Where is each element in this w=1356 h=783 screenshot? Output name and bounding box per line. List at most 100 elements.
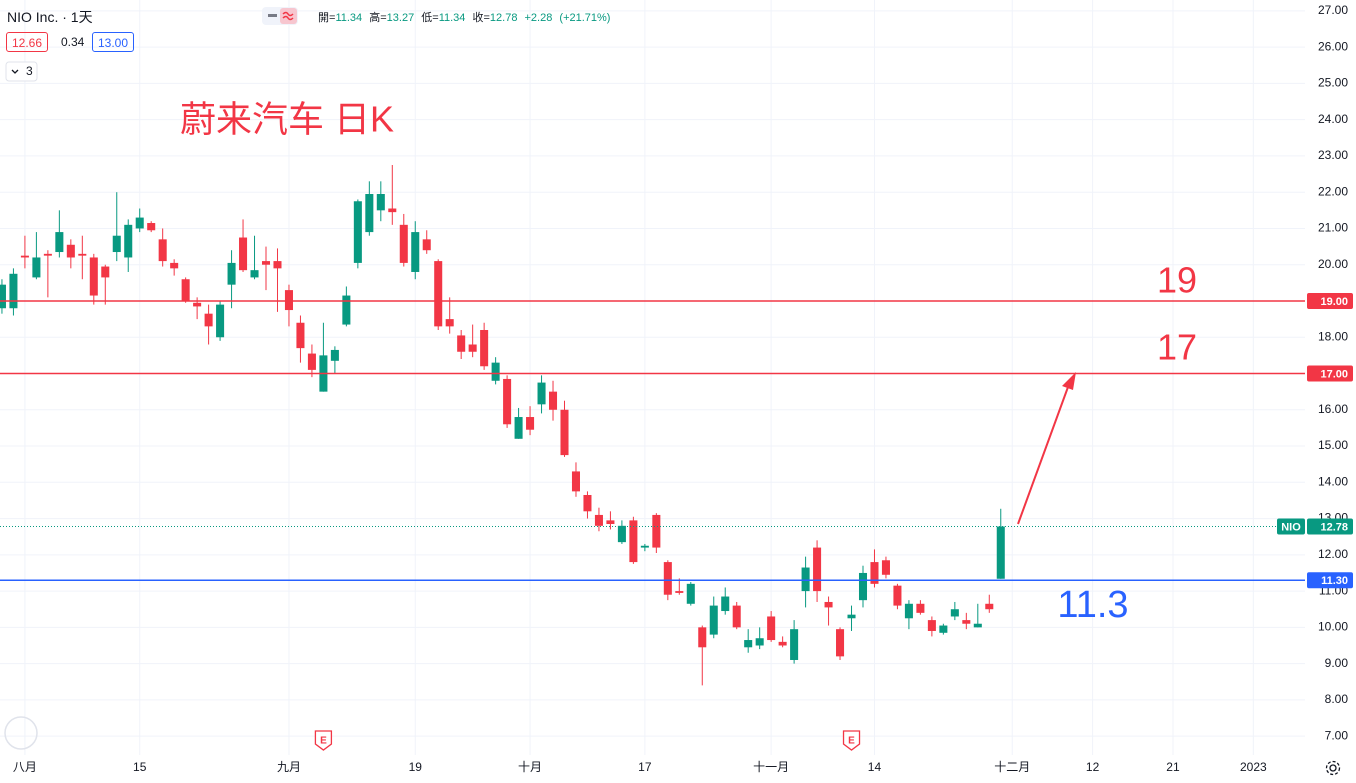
candle-body — [904, 603, 913, 619]
y-tick-label: 26.00 — [1318, 39, 1348, 53]
indicator-toggle[interactable]: 3 — [5, 61, 38, 82]
candle-body — [273, 261, 282, 269]
candle-body — [526, 417, 535, 430]
symbol-label: NIO — [1281, 521, 1301, 533]
level-axis-label: 11.30 — [1321, 575, 1348, 587]
candle-body — [836, 629, 845, 657]
event-marker — [842, 730, 861, 751]
y-tick-label: 25.00 — [1318, 76, 1348, 90]
candle-body — [365, 194, 374, 233]
candle-body — [686, 583, 695, 604]
candle-body — [594, 514, 603, 526]
level-annotation: 11.3 — [1057, 584, 1128, 626]
indicator-count[interactable]: 3 — [26, 64, 33, 78]
y-tick-label: 21.00 — [1318, 221, 1348, 235]
collapse-icon[interactable] — [268, 14, 277, 17]
candle-body — [514, 417, 523, 439]
candle-body — [996, 526, 1005, 579]
legend-value: 11.34 — [335, 12, 363, 24]
candle-body — [9, 273, 18, 309]
legend-value: 13.27 — [386, 12, 415, 24]
candle-body — [353, 201, 362, 263]
y-tick-label: 23.00 — [1318, 148, 1348, 162]
y-tick-label: 15.00 — [1318, 438, 1348, 452]
candle-body — [170, 262, 179, 269]
candle-body — [950, 609, 959, 617]
candle-body — [399, 224, 408, 263]
y-tick-label: 18.00 — [1318, 329, 1348, 343]
candle-body — [973, 623, 982, 628]
legend-change-pct: (+21.71%) — [559, 12, 611, 24]
last-price-box — [1307, 518, 1353, 535]
candle-body — [744, 640, 753, 648]
candle-body — [640, 545, 649, 548]
y-tick-label: 24.00 — [1318, 112, 1348, 126]
arrow-line — [1017, 386, 1069, 525]
candle-body — [893, 585, 902, 606]
chevron[interactable] — [11, 69, 19, 74]
candle-body — [147, 223, 156, 231]
x-tick-label: 2023 — [1240, 760, 1267, 774]
candle-body — [962, 620, 971, 624]
candle-body — [468, 344, 477, 352]
legend-label: 高= — [369, 12, 387, 24]
ohlc-legend: 開=11.34 高=13.27 低=11.34 收=12.78 +2.28 (+… — [318, 9, 614, 25]
x-tick-label: 17 — [638, 760, 652, 774]
chart-buttons[interactable] — [262, 7, 298, 25]
candle-body — [434, 261, 443, 327]
candle-body — [491, 362, 500, 381]
event-label: E — [320, 736, 327, 747]
candle-body — [571, 471, 580, 492]
candle-body — [457, 335, 466, 352]
level-axis-box — [1307, 365, 1353, 382]
x-tick-label: 21 — [1166, 760, 1180, 774]
candle-body — [732, 605, 741, 628]
x-tick-label: 15 — [133, 760, 147, 774]
candle-body — [847, 614, 856, 619]
compare-icon[interactable] — [282, 11, 294, 21]
candle-body — [698, 627, 707, 648]
candle-body — [709, 605, 718, 635]
candle-body — [330, 349, 339, 361]
candle-body — [181, 279, 190, 301]
candle-body — [124, 224, 133, 258]
bid-button[interactable]: 12.66 — [6, 32, 49, 52]
candle-body — [549, 391, 558, 410]
level-axis-label: 17.00 — [1320, 368, 1348, 380]
settings-icon[interactable] — [1325, 760, 1341, 776]
candle-body — [985, 603, 994, 610]
legend-value: 12.78 — [489, 12, 518, 24]
level-axis-box — [1307, 572, 1353, 589]
ask-button[interactable]: 13.00 — [92, 32, 135, 52]
candle-body — [824, 601, 833, 608]
candle-body — [193, 302, 202, 307]
chart-annotation: 蔚来汽车 日K — [180, 99, 394, 140]
candle-body — [721, 596, 730, 612]
y-tick-label: 27.00 — [1318, 3, 1348, 17]
compare-button[interactable] — [280, 8, 297, 24]
candle-body — [216, 304, 225, 338]
candle-body — [261, 261, 271, 265]
candle-body — [89, 257, 98, 296]
symbol-title: NIO Inc. · 1天 — [7, 9, 93, 25]
indicator-button[interactable] — [5, 61, 38, 82]
x-tick-label: 十二月 — [994, 760, 1030, 774]
candle-body — [870, 562, 879, 584]
candle-body — [767, 616, 776, 641]
candle-body — [55, 232, 64, 253]
candle-body — [411, 232, 420, 272]
candle-body — [135, 217, 144, 229]
candle-body — [858, 572, 868, 601]
candle-body — [813, 547, 822, 592]
candle-body — [158, 239, 167, 262]
candle-body — [790, 629, 799, 660]
candle-body — [675, 591, 684, 593]
candle-body — [227, 262, 236, 285]
candle-body — [388, 208, 397, 213]
x-tick-label: 19 — [409, 760, 423, 774]
x-tick-label: 九月 — [277, 760, 301, 774]
candle-body — [537, 382, 546, 405]
y-tick-label: 20.00 — [1318, 257, 1348, 271]
